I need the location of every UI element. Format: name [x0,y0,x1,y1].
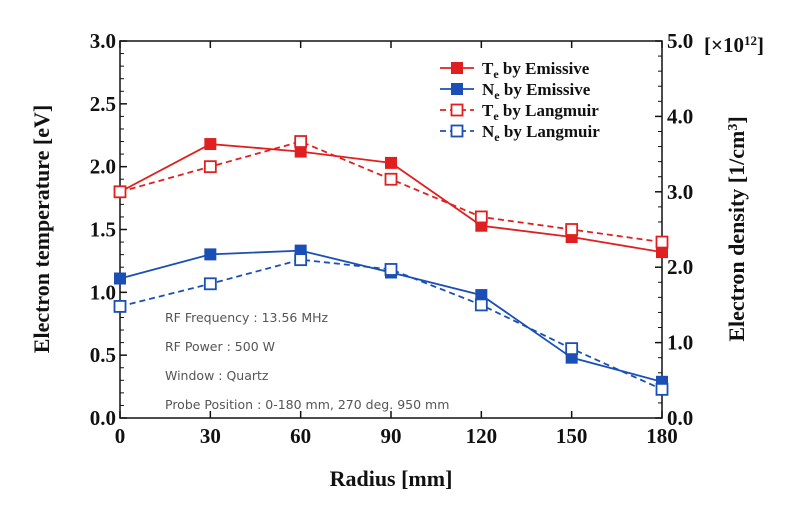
legend-entry: Ne by Emissive [440,80,591,102]
annotation-text: Probe Position : 0-180 mm, 270 deg. 950 … [165,397,449,412]
x-tick-label: 120 [466,424,498,448]
left-tick-label: 1.5 [90,218,116,242]
right-axis-title: Electron density [1/cm3] [724,116,749,341]
x-tick-label: 30 [200,424,221,448]
legend-label-main: N [482,122,495,141]
legend-label: Ne by Langmuir [482,122,600,144]
x-tick-label: 0 [115,424,126,448]
series-3 [113,253,669,396]
data-point-marker [474,298,488,312]
data-point-marker [474,210,488,224]
legend-marker [451,62,463,74]
legend-label-sub: e [493,109,499,123]
right-tick-label: 5.0 [667,29,693,53]
right-axis-title-main: Electron density [1/cm [724,131,749,342]
left-tick-label: 0.0 [90,406,116,430]
legend-label-sub: e [494,130,500,144]
legend-label-sub: e [493,67,499,81]
right-tick-label: 3.0 [667,180,693,204]
left-axis-title: Electron temperature [eV] [29,105,54,353]
data-point-marker [384,263,398,276]
legend-label-rest: by Emissive [500,80,591,99]
data-point-marker [113,185,127,199]
x-tick-label: 90 [381,424,402,448]
legend-entry: Ne by Langmuir [440,122,600,144]
left-tick-label: 2.5 [90,92,116,116]
right-tick-label: 4.0 [667,104,693,128]
legend-label-rest: by Emissive [499,59,590,78]
x-axis-title: Radius [mm] [330,466,453,491]
data-point-marker [204,138,217,151]
legend-marker [450,124,464,138]
x-tick-label: 180 [646,424,678,448]
annotation-text: RF Frequency : 13.56 MHz [165,310,329,325]
data-point-marker [655,235,669,249]
data-point-marker [384,172,398,186]
legend-entry: Te by Emissive [440,59,590,81]
legend-marker [451,83,463,95]
multiplier-exp: 12 [744,33,757,48]
series-line [119,140,663,243]
multiplier-prefix: [×10 [704,33,744,57]
right-axis-multiplier: [×1012] [704,33,764,58]
legend-label: Te by Emissive [482,59,590,81]
left-tick-label: 1.0 [90,280,116,304]
data-point-marker [294,253,308,267]
data-point-marker [294,135,308,148]
right-tick-label: 0.0 [667,406,693,430]
data-point-marker [204,248,217,261]
legend-label-main: N [482,80,495,99]
legend-label-rest: by Langmuir [500,122,601,141]
data-point-marker [114,272,126,285]
annotation-text: Window : Quartz [165,368,269,383]
right-tick-label: 2.0 [667,255,693,279]
x-tick-label: 60 [290,424,311,448]
left-tick-label: 0.5 [90,343,116,367]
legend-label: Te by Langmuir [482,101,599,123]
right-axis-title-sup: 3 [726,124,741,131]
data-point-marker [565,223,579,236]
data-point-marker [113,300,127,313]
legend-label-rest: by Langmuir [499,101,600,120]
legend-marker [450,103,464,117]
x-tick-label: 150 [556,424,588,448]
legend-label-sub: e [494,88,500,102]
series-0 [114,138,668,259]
right-tick-label: 1.0 [667,331,693,355]
series-2 [113,135,669,249]
legend-label-main: T [482,59,494,78]
legend-entry: Te by Langmuir [440,101,599,123]
data-point-marker [203,160,217,174]
data-point-marker [385,156,397,169]
legend-label-main: T [482,101,494,120]
multiplier-suffix: ] [757,33,764,57]
data-point-marker [655,382,669,396]
left-tick-label: 2.0 [90,155,116,179]
data-point-marker [203,277,217,291]
right-axis-title-close: ] [724,116,749,123]
annotation-text: RF Power : 500 W [165,339,275,354]
left-tick-label: 3.0 [90,29,116,53]
data-point-marker [565,342,579,356]
legend-label: Ne by Emissive [482,80,591,102]
